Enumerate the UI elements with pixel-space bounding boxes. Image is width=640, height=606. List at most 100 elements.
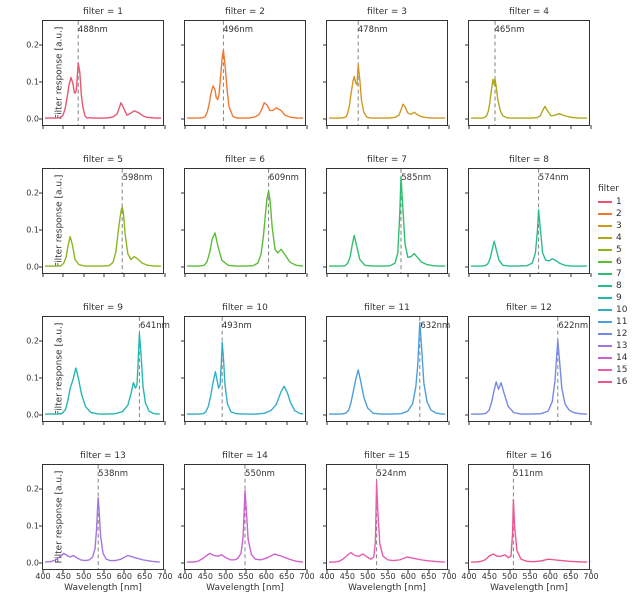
peak-label: 465nm [494, 25, 524, 35]
panel-title: filter = 4 [469, 7, 589, 17]
legend-item: 6 [598, 256, 627, 268]
panel-title: filter = 14 [185, 451, 305, 461]
ytick-label: 0.0 [26, 115, 39, 124]
legend-swatch [598, 297, 612, 299]
xlabel: Wavelength [nm] [327, 583, 447, 593]
legend-swatch [598, 261, 612, 263]
spectral-filters-grid: filter = 1Filter response [a.u.]0.00.10.… [0, 0, 640, 606]
peak-label: 524nm [376, 469, 406, 479]
legend-swatch [598, 285, 612, 287]
legend: filter12345678910111213141516 [598, 184, 627, 388]
spectrum-plot [469, 317, 589, 421]
xtick-label: 700 [583, 572, 598, 581]
xtick-label: 600 [401, 572, 416, 581]
panel-filter-14: filter = 14Wavelength [nm]40045050055060… [184, 464, 306, 570]
spectrum-plot [43, 465, 163, 569]
panel-filter-10: filter = 10493nm [184, 316, 306, 422]
peak-label: 538nm [98, 469, 128, 479]
spectrum-plot [469, 21, 589, 125]
legend-item: 12 [598, 328, 627, 340]
xlabel: Wavelength [nm] [43, 583, 163, 593]
spectrum-plot [185, 465, 305, 569]
xtick-label: 500 [76, 572, 91, 581]
legend-swatch [598, 381, 612, 383]
ytick-label: 0.1 [26, 226, 39, 235]
xtick-label: 500 [360, 572, 375, 581]
xtick-label: 400 [319, 572, 334, 581]
xtick-label: 500 [218, 572, 233, 581]
legend-item: 13 [598, 340, 627, 352]
peak-label: 609nm [269, 173, 299, 183]
spectrum-plot [469, 465, 589, 569]
peak-label: 632nm [420, 321, 450, 331]
xtick-label: 400 [35, 572, 50, 581]
peak-label: 550nm [245, 469, 275, 479]
legend-swatch [598, 273, 612, 275]
panel-title: filter = 15 [327, 451, 447, 461]
panel-filter-5: filter = 5Filter response [a.u.]0.00.10.… [42, 168, 164, 274]
legend-label: 3 [616, 221, 622, 231]
legend-label: 6 [616, 257, 622, 267]
panel-title: filter = 6 [185, 155, 305, 165]
ytick-label: 0.2 [26, 337, 39, 346]
panel-filter-7: filter = 7585nm [326, 168, 448, 274]
ytick-label: 0.1 [26, 374, 39, 383]
panel-title: filter = 11 [327, 303, 447, 313]
xtick-label: 450 [340, 572, 355, 581]
legend-swatch [598, 345, 612, 347]
legend-swatch [598, 249, 612, 251]
panel-title: filter = 10 [185, 303, 305, 313]
ytick-label: 0.1 [26, 78, 39, 87]
xlabel: Wavelength [nm] [469, 583, 589, 593]
legend-swatch [598, 333, 612, 335]
xtick-label: 600 [259, 572, 274, 581]
spectrum-plot [185, 169, 305, 273]
panel-filter-1: filter = 1Filter response [a.u.]0.00.10.… [42, 20, 164, 126]
legend-swatch [598, 225, 612, 227]
legend-title: filter [598, 184, 627, 194]
panel-filter-3: filter = 3478nm [326, 20, 448, 126]
peak-label: 641nm [140, 321, 170, 331]
spectrum-plot [327, 21, 447, 125]
legend-item: 15 [598, 364, 627, 376]
legend-swatch [598, 309, 612, 311]
panel-filter-4: filter = 4465nm [468, 20, 590, 126]
legend-item: 3 [598, 220, 627, 232]
panel-title: filter = 16 [469, 451, 589, 461]
panel-filter-8: filter = 8574nm [468, 168, 590, 274]
legend-label: 2 [616, 209, 622, 219]
legend-item: 10 [598, 304, 627, 316]
legend-item: 16 [598, 376, 627, 388]
legend-label: 15 [616, 365, 627, 375]
spectrum-plot [43, 21, 163, 125]
xtick-label: 450 [198, 572, 213, 581]
legend-label: 7 [616, 269, 622, 279]
spectrum-plot [185, 21, 305, 125]
spectrum-plot [185, 317, 305, 421]
panel-filter-13: filter = 13Filter response [a.u.]Wavelen… [42, 464, 164, 570]
panel-filter-15: filter = 15Wavelength [nm]40045050055060… [326, 464, 448, 570]
panel-filter-16: filter = 16Wavelength [nm]40045050055060… [468, 464, 590, 570]
legend-label: 5 [616, 245, 622, 255]
panel-title: filter = 2 [185, 7, 305, 17]
legend-swatch [598, 201, 612, 203]
xtick-label: 650 [421, 572, 436, 581]
legend-label: 16 [616, 377, 627, 387]
legend-label: 14 [616, 353, 627, 363]
spectrum-plot [327, 465, 447, 569]
legend-swatch [598, 237, 612, 239]
xtick-label: 600 [117, 572, 132, 581]
spectrum-plot [469, 169, 589, 273]
panel-filter-2: filter = 2496nm [184, 20, 306, 126]
ytick-label: 0.1 [26, 522, 39, 531]
panel-filter-12: filter = 12622nm [468, 316, 590, 422]
legend-item: 9 [598, 292, 627, 304]
xtick-label: 500 [502, 572, 517, 581]
xtick-label: 550 [380, 572, 395, 581]
legend-label: 4 [616, 233, 622, 243]
legend-swatch [598, 213, 612, 215]
legend-swatch [598, 357, 612, 359]
xtick-label: 450 [56, 572, 71, 581]
legend-item: 2 [598, 208, 627, 220]
legend-label: 12 [616, 329, 627, 339]
